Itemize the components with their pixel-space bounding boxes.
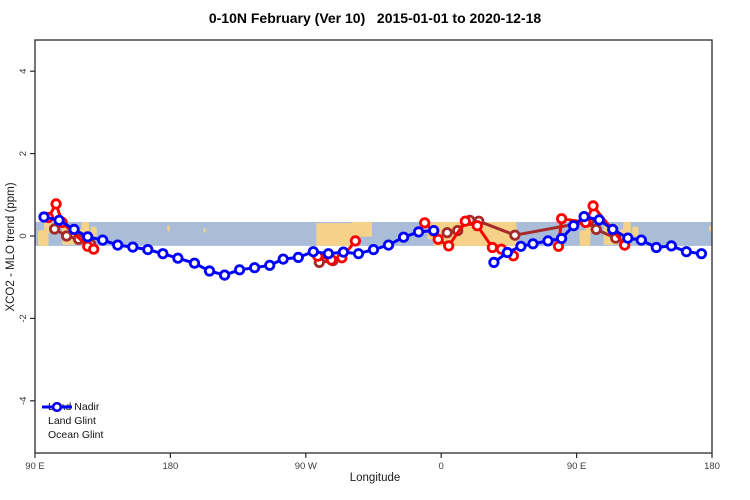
legend-item-ocean-glint: Ocean Glint [40,401,104,442]
data-point-ocean-glint [322,248,334,260]
data-point-ocean-glint [397,231,410,243]
data-point-ocean-glint [82,231,94,243]
data-point-ocean-glint [172,252,184,264]
legend-marker-ocean-glint-icon [42,401,72,413]
data-point-ocean-glint [38,211,50,223]
y-tick-label: -4 [18,397,29,405]
data-point-ocean-glint [622,232,634,244]
data-point-land-nadir [509,229,521,241]
data-point-land-glint [459,215,471,227]
data-point-ocean-glint [142,244,154,256]
data-point-ocean-glint [219,269,231,281]
data-point-ocean-glint [352,248,365,260]
data-point-land-glint [587,200,599,212]
data-point-ocean-glint [593,214,605,226]
data-point-ocean-glint [501,246,513,259]
x-tick-label: 0 [439,461,444,472]
data-point-ocean-glint [382,239,395,251]
data-point-ocean-glint [527,238,539,250]
land-patch [623,221,631,234]
land-patch [38,230,49,246]
data-point-ocean-glint [680,246,693,258]
data-point-ocean-glint [488,256,500,268]
y-tick-label: 0 [18,233,29,238]
x-tick-label: 180 [704,461,720,472]
data-point-land-glint [50,198,62,210]
x-tick-label: 180 [162,461,178,472]
x-tick-label: 90 W [295,461,317,472]
land-patch [708,225,712,232]
data-point-ocean-glint [53,214,65,226]
data-point-ocean-glint [428,225,440,237]
data-point-land-nadir [48,223,61,235]
y-axis-label: XCO2 - MLO trend (ppm) [5,182,17,312]
data-point-ocean-glint [337,246,349,258]
data-point-ocean-glint [665,240,678,252]
data-point-land-glint [419,217,431,229]
data-point-ocean-glint [188,257,201,269]
data-point-ocean-glint [292,251,304,263]
data-point-ocean-glint [607,223,619,235]
legend-label-land-glint: Land Glint [48,415,96,427]
land-patch [579,230,591,246]
data-point-ocean-glint [264,259,276,271]
land-patch [316,223,351,246]
series-line-ocean-glint [493,215,702,264]
data-point-ocean-glint [157,248,169,260]
data-point-ocean-glint [578,211,590,223]
data-point-ocean-glint [307,246,319,258]
y-tick-label: 4 [18,69,29,74]
data-point-land-glint [486,241,498,254]
data-point-land-glint [471,220,483,232]
land-patch [632,226,639,237]
plot-frame [34,39,713,454]
land-patch [203,227,206,233]
data-point-ocean-glint [112,239,124,251]
legend-item-land-glint: Land Glint [40,401,103,428]
y-tick-label: 2 [18,151,29,156]
data-point-ocean-glint [542,235,554,247]
data-point-ocean-glint [277,253,289,265]
data-point-land-glint [88,243,100,255]
data-point-land-nadir [60,230,73,242]
data-point-ocean-glint [68,223,80,235]
data-point-land-nadir [441,227,453,239]
data-point-land-glint [443,240,455,252]
data-point-land-glint [432,233,444,245]
data-point-ocean-glint [515,240,527,252]
x-axis-label: Longitude [349,472,401,484]
data-point-land-glint [555,213,568,225]
data-point-ocean-glint [555,232,568,245]
chart-title: 0-10N February (Ver 10) 2015-01-01 to 20… [208,10,542,26]
data-point-ocean-glint [203,265,216,277]
x-tick-label: 90 E [567,461,587,472]
legend-label-ocean-glint: Ocean Glint [48,429,104,441]
y-tick-label: -2 [18,314,29,322]
data-point-ocean-glint [367,244,380,256]
data-point-ocean-glint [97,234,109,246]
legend-swatch-shape [51,401,63,413]
data-point-ocean-glint [412,226,425,238]
land-patch [81,221,90,234]
data-point-ocean-glint [635,234,647,246]
data-point-ocean-glint [650,241,662,254]
x-tick-label: 90 E [25,461,45,472]
data-point-ocean-glint [127,241,139,253]
land-patch [167,225,170,232]
data-point-land-nadir [590,223,602,235]
data-point-land-glint [349,235,361,247]
land-patch [350,221,372,237]
data-point-ocean-glint [234,264,246,276]
data-point-ocean-glint [249,262,261,274]
legend: Land Nadir Land Glint Ocean Glint [40,400,103,442]
data-point-ocean-glint [567,220,580,232]
data-point-ocean-glint [695,248,708,260]
